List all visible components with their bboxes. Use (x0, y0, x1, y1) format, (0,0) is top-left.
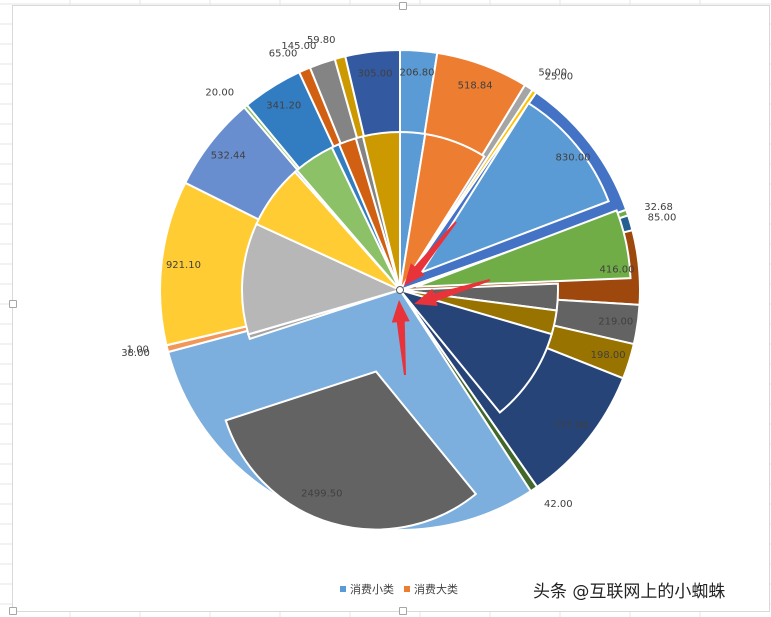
data-label: 59.80 (307, 35, 336, 46)
inner-slice[interactable] (419, 101, 610, 275)
inner-slice[interactable] (361, 130, 401, 291)
data-label: 145.00 (281, 41, 316, 52)
data-label: 305.00 (357, 68, 392, 79)
data-label: 25.00 (545, 71, 574, 82)
legend-item-large-category: 消费大类 (404, 581, 458, 597)
data-label: 830.00 (556, 152, 591, 163)
resize-handle-top[interactable] (399, 2, 407, 10)
inner-slice[interactable] (224, 370, 478, 531)
resize-handle-bottom-left[interactable] (9, 607, 17, 615)
chart-legend: 消费小类 消费大类 (340, 581, 458, 597)
data-label: 416.00 (600, 264, 635, 275)
data-label: 65.00 (269, 48, 298, 59)
resize-handle-left[interactable] (9, 300, 17, 308)
data-label: 206.80 (399, 68, 434, 79)
data-label: 50.00 (538, 67, 567, 78)
data-label: 532.44 (211, 151, 246, 162)
red-arrow-annotation (391, 300, 410, 376)
watermark-text: 头条 @互联网上的小蜘蛛 (533, 582, 726, 602)
legend-label: 消费大类 (414, 583, 458, 596)
inner-slice[interactable] (415, 209, 632, 288)
data-label: 2499.50 (301, 489, 342, 500)
red-arrow-annotation (404, 221, 457, 286)
data-label: 921.10 (166, 260, 201, 271)
data-label: 1.00 (127, 344, 149, 355)
data-label: 518.84 (458, 80, 493, 91)
data-label: 32.68 (644, 202, 673, 213)
data-label: 341.20 (266, 101, 301, 112)
red-arrow-annotation (414, 279, 491, 306)
data-label: 42.00 (544, 499, 573, 510)
legend-label: 消费小类 (350, 583, 394, 596)
legend-swatch (404, 586, 410, 592)
legend-item-small-category: 消费小类 (340, 581, 394, 597)
data-label: 219.00 (598, 316, 633, 327)
legend-swatch (340, 586, 346, 592)
data-label: 38.00 (121, 348, 150, 359)
data-label: 198.00 (591, 350, 626, 361)
inner-slice[interactable] (241, 222, 403, 336)
data-label: 85.00 (648, 213, 677, 224)
inner-slice[interactable] (399, 132, 486, 291)
data-label: 20.00 (205, 87, 234, 98)
center-handle[interactable] (396, 286, 404, 294)
resize-handle-bottom[interactable] (399, 607, 407, 615)
data-label: 777.00 (553, 420, 588, 431)
inner-slice[interactable] (397, 288, 553, 414)
